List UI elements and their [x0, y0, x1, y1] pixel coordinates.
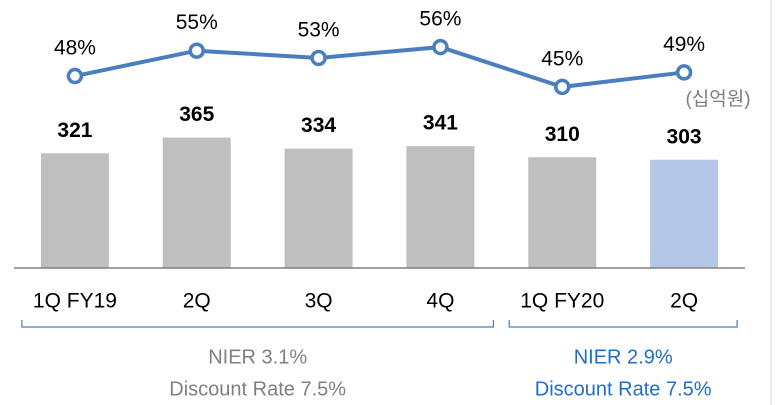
bar — [40, 153, 109, 268]
bar-value-label: 310 — [545, 123, 580, 146]
group-label: Discount Rate 7.5% — [535, 378, 712, 400]
x-tick-label: 1Q FY20 — [520, 290, 604, 313]
x-tick-label: 1Q FY19 — [33, 290, 117, 313]
bar-value-label: 334 — [301, 114, 336, 137]
bar — [528, 157, 597, 268]
line-value-label: 53% — [298, 18, 340, 41]
line-value-label: 49% — [663, 33, 705, 56]
group-bracket — [508, 320, 738, 328]
line — [74, 45, 685, 89]
bar-value-label: 321 — [57, 119, 92, 142]
x-tick-label: 4Q — [426, 290, 454, 313]
bar — [406, 146, 475, 268]
group-label: Discount Rate 7.5% — [169, 378, 346, 400]
group-label: NIER 2.9% — [574, 346, 673, 368]
line-marker — [675, 64, 693, 81]
group-bracket — [21, 320, 495, 328]
unit-label: (십억원) — [685, 88, 750, 110]
line-marker — [188, 42, 205, 59]
bar-value-label: 341 — [423, 112, 458, 135]
line-marker — [554, 78, 571, 96]
bar-value-label: 365 — [179, 103, 214, 126]
x-tick-label: 3Q — [305, 290, 333, 313]
line-value-label: 55% — [176, 11, 218, 34]
x-tick-label: 2Q — [183, 290, 211, 313]
bar — [162, 137, 231, 268]
line-marker — [310, 49, 327, 67]
x-tick-label: 2Q — [670, 290, 698, 313]
line-value-label: 45% — [541, 47, 583, 70]
line-marker — [432, 38, 449, 56]
line-marker — [66, 67, 84, 85]
line-value-label: 56% — [419, 8, 461, 31]
line-value-label: 48% — [54, 37, 96, 60]
group-label: NIER 3.1% — [208, 346, 307, 368]
bar — [284, 148, 353, 268]
bar — [650, 159, 719, 268]
bar-value-label: 303 — [667, 125, 702, 148]
